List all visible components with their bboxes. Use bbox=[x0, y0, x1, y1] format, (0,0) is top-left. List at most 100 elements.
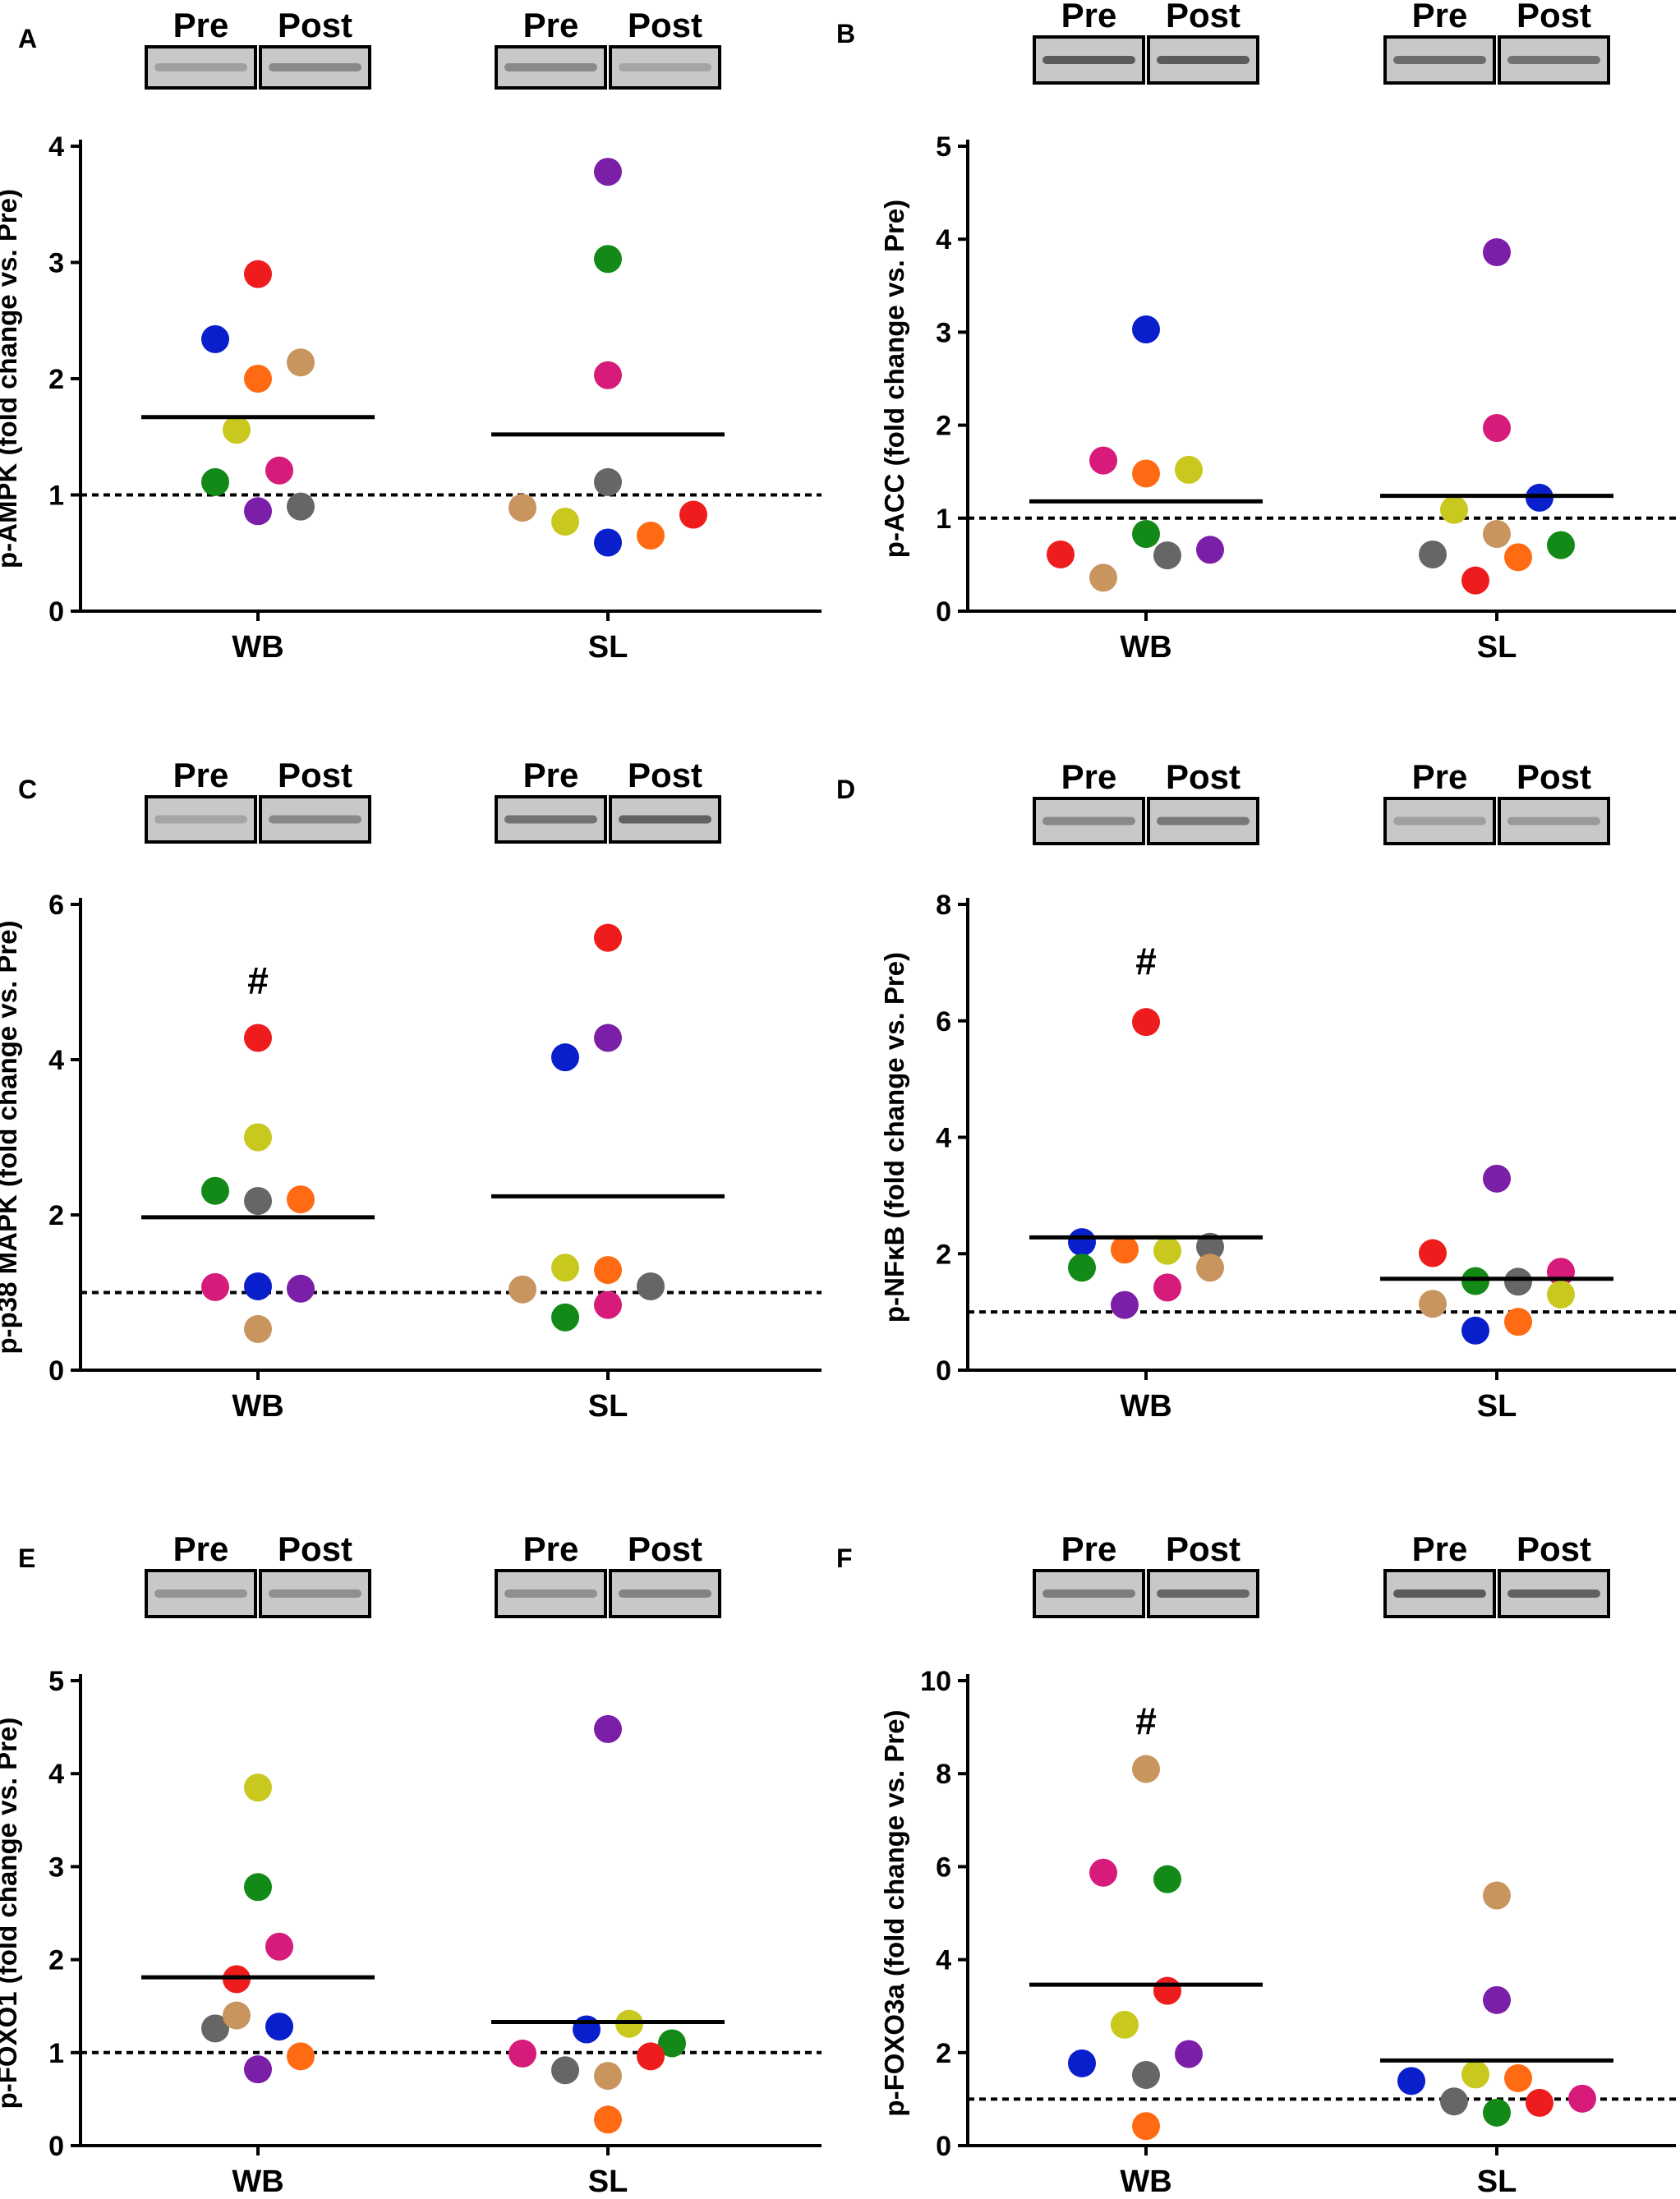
data-point-wb bbox=[1132, 1008, 1160, 1037]
blot-band bbox=[619, 1589, 711, 1598]
blot-band bbox=[1393, 1589, 1486, 1598]
y-tick-label: 0 bbox=[936, 1355, 951, 1387]
blot-band bbox=[619, 63, 711, 71]
blot-pre-label-sl: Pre bbox=[1412, 0, 1468, 35]
y-tick-label: 6 bbox=[936, 1852, 951, 1883]
x-tick-label-wb: WB bbox=[1120, 1389, 1171, 1424]
significance-marker: # bbox=[1135, 1700, 1157, 1742]
data-point-sl bbox=[637, 1272, 665, 1300]
x-tick-label-wb: WB bbox=[1120, 630, 1171, 665]
blot-post-label-wb: Post bbox=[278, 1530, 352, 1568]
y-tick-label: 6 bbox=[936, 1006, 951, 1037]
blot-post-label-wb: Post bbox=[278, 6, 352, 44]
y-tick-label: 4 bbox=[48, 1759, 64, 1790]
data-point-sl bbox=[1440, 495, 1468, 524]
blot-post-label-sl: Post bbox=[1517, 757, 1591, 796]
data-point-wb bbox=[287, 492, 315, 521]
blot-pre-label-sl: Pre bbox=[523, 1530, 579, 1568]
blot-post-label-sl: Post bbox=[1517, 1530, 1591, 1568]
blot-pre-label-sl: Pre bbox=[523, 756, 579, 794]
x-tick-label-sl: SL bbox=[588, 1389, 628, 1424]
blot-post-label-sl: Post bbox=[1517, 0, 1591, 35]
blot-band bbox=[1043, 56, 1135, 64]
x-tick-label-sl: SL bbox=[1477, 1389, 1517, 1424]
data-point-wb bbox=[1175, 2040, 1203, 2068]
data-point-sl bbox=[551, 1043, 579, 1072]
y-tick-label: 2 bbox=[936, 1239, 951, 1270]
blot-band bbox=[504, 63, 597, 71]
panel-letter: F bbox=[836, 1543, 853, 1573]
blot-pre-label-sl: Pre bbox=[1412, 1530, 1468, 1568]
data-point-wb bbox=[201, 467, 229, 496]
data-point-wb bbox=[1068, 1228, 1096, 1257]
data-point-sl bbox=[1568, 2084, 1596, 2113]
blot-band bbox=[1157, 1589, 1250, 1598]
y-tick-label: 4 bbox=[48, 131, 64, 163]
y-axis-label: p-NFκB (fold change vs. Pre) bbox=[879, 952, 909, 1323]
data-point-sl bbox=[1419, 540, 1447, 568]
data-point-sl bbox=[551, 1254, 579, 1282]
blot-lane-wb-pre bbox=[145, 45, 257, 90]
y-tick-label: 0 bbox=[48, 2131, 64, 2162]
data-point-wb bbox=[1068, 2049, 1096, 2077]
blot-band bbox=[269, 1589, 361, 1598]
y-tick-label: 4 bbox=[48, 1045, 64, 1076]
data-point-sl bbox=[509, 494, 536, 522]
y-tick-label: 3 bbox=[48, 1852, 64, 1883]
data-point-wb bbox=[244, 1873, 272, 1902]
blot-band bbox=[504, 1589, 597, 1598]
y-tick-label: 8 bbox=[936, 1759, 951, 1790]
blot-pre-label-wb: Pre bbox=[1061, 0, 1117, 35]
data-point-sl bbox=[594, 2062, 622, 2091]
data-point-sl bbox=[1483, 413, 1511, 442]
data-point-wb bbox=[1132, 315, 1160, 344]
data-point-wb bbox=[287, 2042, 315, 2071]
data-point-sl bbox=[1397, 2067, 1425, 2095]
data-point-wb bbox=[265, 1932, 293, 1961]
x-tick-label-sl: SL bbox=[1477, 630, 1517, 665]
data-point-wb bbox=[223, 416, 251, 444]
significance-marker: # bbox=[1135, 940, 1157, 982]
data-point-sl bbox=[509, 1275, 536, 1304]
blot-lane-wb-pre bbox=[145, 1569, 257, 1618]
y-tick-label: 6 bbox=[48, 890, 64, 921]
blot-band bbox=[1507, 1589, 1600, 1598]
data-point-sl bbox=[1461, 1267, 1489, 1295]
data-point-wb bbox=[1111, 1235, 1139, 1264]
data-point-wb bbox=[244, 1272, 272, 1300]
y-axis-label: p-FOXO1 (fold change vs. Pre) bbox=[0, 1718, 22, 2109]
blot-post-label-wb: Post bbox=[1166, 1530, 1240, 1568]
data-point-sl bbox=[1461, 2060, 1489, 2089]
data-point-wb bbox=[1153, 1236, 1181, 1265]
y-tick-label: 3 bbox=[48, 248, 64, 279]
y-tick-label: 0 bbox=[48, 596, 64, 628]
data-point-sl bbox=[658, 2029, 686, 2058]
blot-post-label-sl: Post bbox=[628, 756, 702, 794]
blot-band bbox=[619, 815, 711, 824]
data-point-wb bbox=[265, 2013, 293, 2041]
blot-post-label-wb: Post bbox=[1166, 0, 1240, 35]
data-point-sl bbox=[509, 2039, 536, 2068]
data-point-wb bbox=[223, 2001, 251, 2030]
blot-band bbox=[154, 63, 247, 71]
blot-post-label-wb: Post bbox=[278, 756, 352, 794]
blot-band bbox=[1043, 817, 1135, 826]
x-tick-label-wb: WB bbox=[232, 630, 283, 665]
data-point-sl bbox=[1504, 2063, 1532, 2092]
y-tick-label: 0 bbox=[936, 2131, 951, 2162]
data-point-wb bbox=[1153, 1273, 1181, 1302]
data-point-wb bbox=[1153, 541, 1181, 570]
data-point-wb bbox=[244, 260, 272, 288]
x-tick-label-sl: SL bbox=[588, 2164, 628, 2199]
y-tick-label: 1 bbox=[936, 504, 951, 535]
data-point-wb bbox=[287, 348, 315, 377]
data-point-sl bbox=[1483, 1985, 1511, 2014]
data-point-wb bbox=[1132, 520, 1160, 549]
panel-b: B Pre Post Pre Post 0 1 2 3 4 5 p-ACC (fold change … bbox=[836, 0, 1676, 665]
y-tick-label: 4 bbox=[936, 224, 951, 255]
data-point-sl bbox=[594, 1290, 622, 1319]
blot-pre-label-wb: Pre bbox=[173, 6, 229, 44]
data-point-wb bbox=[201, 2014, 229, 2043]
data-point-wb bbox=[201, 1176, 229, 1205]
data-point-sl bbox=[1504, 1267, 1532, 1296]
